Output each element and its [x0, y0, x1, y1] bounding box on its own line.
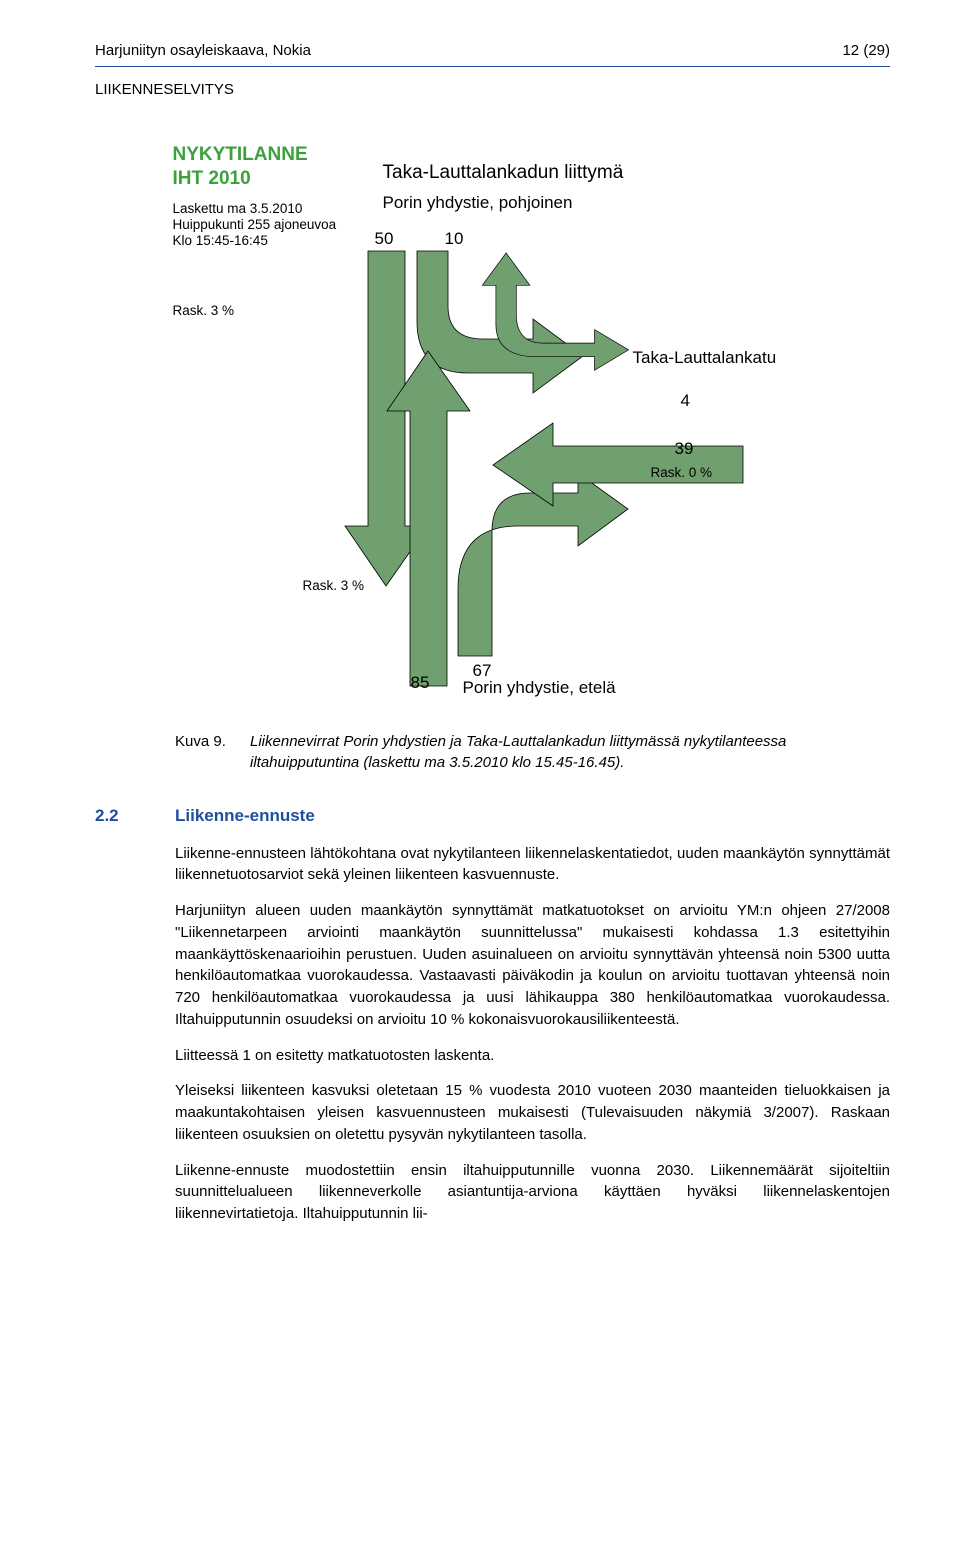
diagram-sub-3: Klo 15:45-16:45 — [173, 231, 268, 251]
rask-right: Rask. 0 % — [651, 463, 713, 483]
para-2: Harjuniityn alueen uuden maankäytön synn… — [175, 900, 890, 1031]
para-1: Liikenne-ennusteen lähtökohtana ovat nyk… — [175, 843, 890, 887]
road-top-label: Porin yhdystie, pohjoinen — [383, 191, 573, 216]
intersection-label: Taka-Lauttalankadun liittymä — [383, 159, 624, 187]
val-4: 4 — [681, 389, 690, 414]
traffic-diagram: NYKYTILANNE IHT 2010 Laskettu ma 3.5.201… — [153, 131, 833, 701]
page-number: 12 (29) — [842, 40, 890, 62]
section-number: 2.2 — [95, 804, 175, 829]
road-right-label: Taka-Lauttalankatu — [633, 346, 777, 371]
para-3: Liitteessä 1 on esitetty matkatuotosten … — [175, 1045, 890, 1067]
val-67: 67 — [473, 659, 492, 684]
val-50: 50 — [375, 227, 394, 252]
header-bar: Harjuniityn osayleiskaava, Nokia 12 (29) — [95, 40, 890, 67]
section-heading: 2.2 Liikenne-ennuste — [95, 804, 890, 829]
caption-text: Liikennevirrat Porin yhdystien ja Taka-L… — [250, 731, 890, 775]
caption-key: Kuva 9. — [175, 731, 250, 775]
rask-left: Rask. 3 % — [173, 301, 235, 321]
val-85: 85 — [411, 671, 430, 696]
para-4: Yleiseksi liikenteen kasvuksi oletetaan … — [175, 1080, 890, 1145]
figure-caption: Kuva 9. Liikennevirrat Porin yhdystien j… — [175, 731, 890, 775]
val-39: 39 — [675, 437, 694, 462]
diagram-title-2: IHT 2010 — [173, 165, 251, 193]
val-10: 10 — [445, 227, 464, 252]
subheader: LIIKENNESELVITYS — [95, 79, 890, 101]
rask-bl: Rask. 3 % — [303, 576, 365, 596]
page: Harjuniityn osayleiskaava, Nokia 12 (29)… — [0, 0, 960, 1289]
para-5: Liikenne-ennuste muodostettiin ensin ilt… — [175, 1160, 890, 1225]
section-title: Liikenne-ennuste — [175, 804, 315, 829]
doc-title: Harjuniityn osayleiskaava, Nokia — [95, 40, 311, 62]
